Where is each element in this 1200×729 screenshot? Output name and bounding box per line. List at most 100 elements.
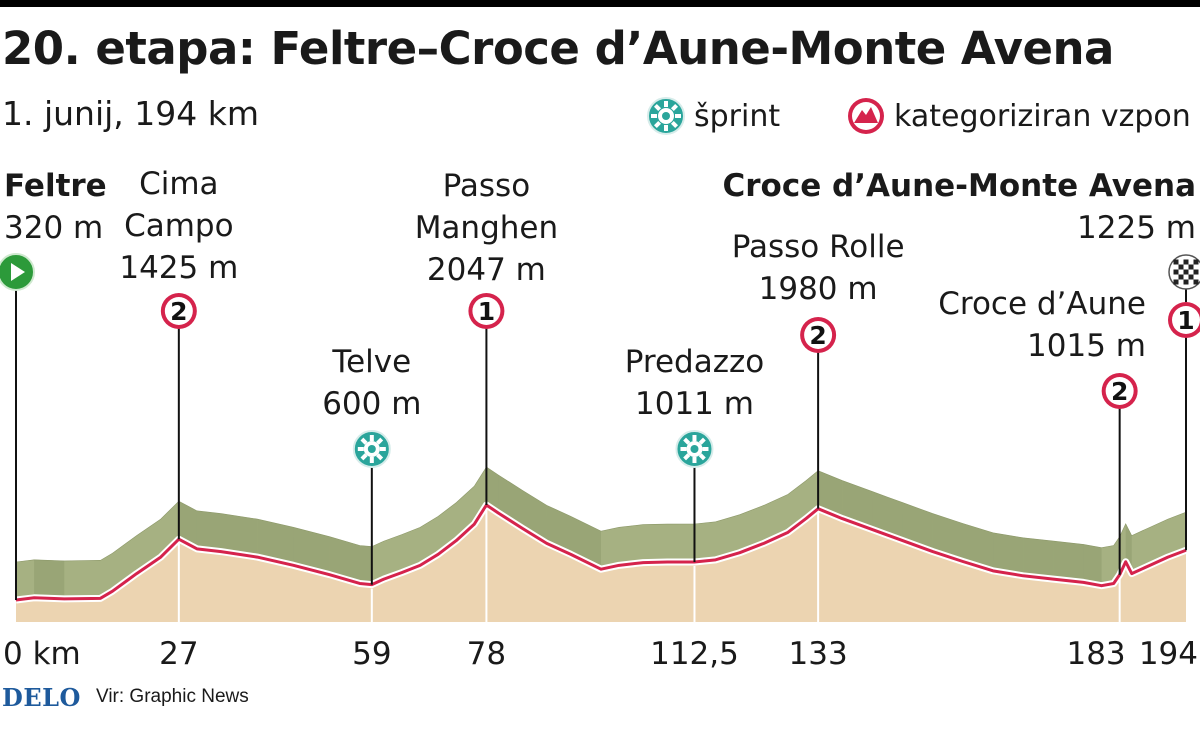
point-elevation-label: 2047 m: [427, 252, 546, 288]
sprint-icon-center: [367, 445, 376, 453]
sprint-icon-tooth: [369, 435, 374, 441]
point-elevation-label: 1425 m: [119, 250, 238, 286]
sprint-icon-tooth: [702, 447, 709, 451]
sprint-icon-tooth: [379, 447, 386, 451]
sprint-icon-tooth: [692, 435, 697, 441]
terrain-shade-facet: [221, 513, 258, 558]
climb-icon-inner: [164, 297, 193, 325]
finish-flag-square: [1193, 279, 1199, 285]
climb-category-icon: 1: [1168, 302, 1200, 338]
point-elevation-label: 600 m: [322, 386, 421, 422]
legend-sprint: šprint: [646, 96, 780, 136]
climb-icon-inner: [804, 321, 833, 349]
sprint-icon-tooth: [357, 447, 364, 451]
climb-category-icon: 2: [800, 317, 837, 353]
sprint-icon: [352, 430, 391, 468]
point-name-label: Passo: [443, 168, 531, 204]
legend-climb-label: kategoriziran vzpon: [894, 98, 1191, 134]
climb-category-icon: 1: [468, 293, 505, 329]
point-name-label: Predazzo: [625, 344, 764, 380]
point-elevation-label: 1225 m: [1077, 210, 1196, 246]
finish-flag-square: [1183, 279, 1189, 285]
climb-icon: [848, 98, 884, 134]
point-name-label: Manghen: [415, 210, 558, 246]
sprint-icon-tooth: [376, 453, 384, 461]
point-elevation-label: 1011 m: [635, 386, 754, 422]
stems-layer: [15, 272, 1187, 622]
sprint-icon-tooth: [376, 437, 384, 445]
finish-flag-square: [1178, 264, 1184, 270]
point-name-label: Croce d’Aune: [938, 286, 1146, 322]
climb-icon-inner: [1172, 306, 1200, 334]
finish-flag-icon: [1168, 254, 1200, 290]
terrain-fill: [16, 505, 1186, 622]
sprint-icon-tooth: [360, 437, 368, 445]
ticks-layer: 0 km 27 59 78 112,5 133 183 194: [3, 636, 1198, 672]
source-note: Vir: Graphic News: [96, 686, 249, 707]
terrain-shade-facet: [546, 505, 571, 555]
point-name-label: Campo: [124, 208, 233, 244]
point-name-label: Telve: [331, 344, 411, 380]
page-subtitle: 1. junij, 194 km: [2, 94, 260, 133]
finish-flag-square: [1178, 274, 1184, 280]
terrain-shade-facet: [196, 510, 222, 552]
finish-flag-square: [1193, 259, 1199, 265]
point-elevation-label: 1980 m: [759, 271, 878, 307]
climb-category-label: 1: [478, 297, 495, 326]
point-elevation-label: 1015 m: [1027, 328, 1146, 364]
legend-sprint-label: šprint: [694, 98, 781, 134]
page-title: 20. etapa: Feltre–Croce d’Aune-Monte Ave…: [2, 22, 1114, 75]
sprint-icon-center: [690, 445, 699, 453]
elevation-profile-chart: 2 1 2 2 1 Feltre 320 m Cima Campo 1425 m Telve 600…: [0, 166, 1200, 672]
x-tick-label: 59: [352, 636, 391, 672]
terrain-shade-facet: [293, 527, 330, 575]
terrain-shade-facet: [818, 470, 843, 519]
sprint-icon-tooth: [698, 437, 706, 445]
climb-category-label: 2: [170, 297, 187, 326]
finish-flag-square: [1188, 264, 1194, 270]
top-rule: [0, 0, 1200, 7]
terrain-shade-facet: [257, 519, 294, 566]
terrain-shade-facet: [1053, 541, 1084, 583]
x-tick-label: 78: [467, 636, 506, 672]
x-tick-label: 27: [159, 636, 198, 672]
sprint-icon-tooth: [683, 453, 691, 461]
terrain-layer: [15, 466, 1188, 622]
x-tick-label: 183: [1066, 636, 1125, 672]
finish-flag-square: [1183, 269, 1189, 275]
x-tick-label: 112,5: [650, 636, 739, 672]
legend-climb: kategoriziran vzpon: [846, 96, 1191, 136]
climb-icon-inner: [1105, 377, 1134, 405]
finish-flag-square: [1173, 269, 1179, 275]
start-icon: [0, 253, 35, 291]
point-name-label: Feltre: [4, 168, 107, 204]
finish-flag-square: [1173, 279, 1179, 285]
terrain-shade-facet: [842, 480, 873, 530]
terrain-shade-facet: [962, 523, 994, 571]
climb-category-label: 1: [1177, 306, 1194, 335]
terrain-shade-facet: [359, 545, 372, 585]
terrain-shade-facet: [993, 532, 1024, 576]
climb-category-label: 2: [809, 321, 826, 350]
publisher-logo: DELO: [2, 683, 81, 712]
sprint-icon-tooth: [698, 453, 706, 461]
x-tick-label: 194: [1139, 636, 1198, 672]
sprint-icon-tooth: [683, 437, 691, 445]
point-name-label: Passo Rolle: [732, 229, 905, 265]
terrain-shade-facet: [902, 502, 933, 552]
climb-category-icon: 2: [1101, 373, 1138, 409]
terrain-shade-facet: [1023, 537, 1054, 580]
point-elevation-label: 320 m: [4, 210, 103, 246]
terrain-shade-facet: [329, 536, 360, 584]
labels-layer: Feltre 320 m Cima Campo 1425 m Telve 600 m Pass…: [4, 166, 1196, 422]
terrain-shade-facet: [34, 559, 65, 599]
x-tick-label: 0 km: [3, 636, 81, 672]
markers-layer: 2 1 2 2 1: [0, 253, 1200, 468]
terrain-shade-facet: [178, 501, 197, 549]
sprint-icon-tooth: [692, 457, 697, 463]
point-name-label: Croce d’Aune-Monte Avena: [723, 168, 1196, 204]
sprint-icon: [675, 430, 714, 468]
terrain-shade-facet: [1083, 544, 1102, 586]
terrain-shade-facet: [932, 513, 963, 562]
terrain-shade-facet: [486, 467, 499, 514]
